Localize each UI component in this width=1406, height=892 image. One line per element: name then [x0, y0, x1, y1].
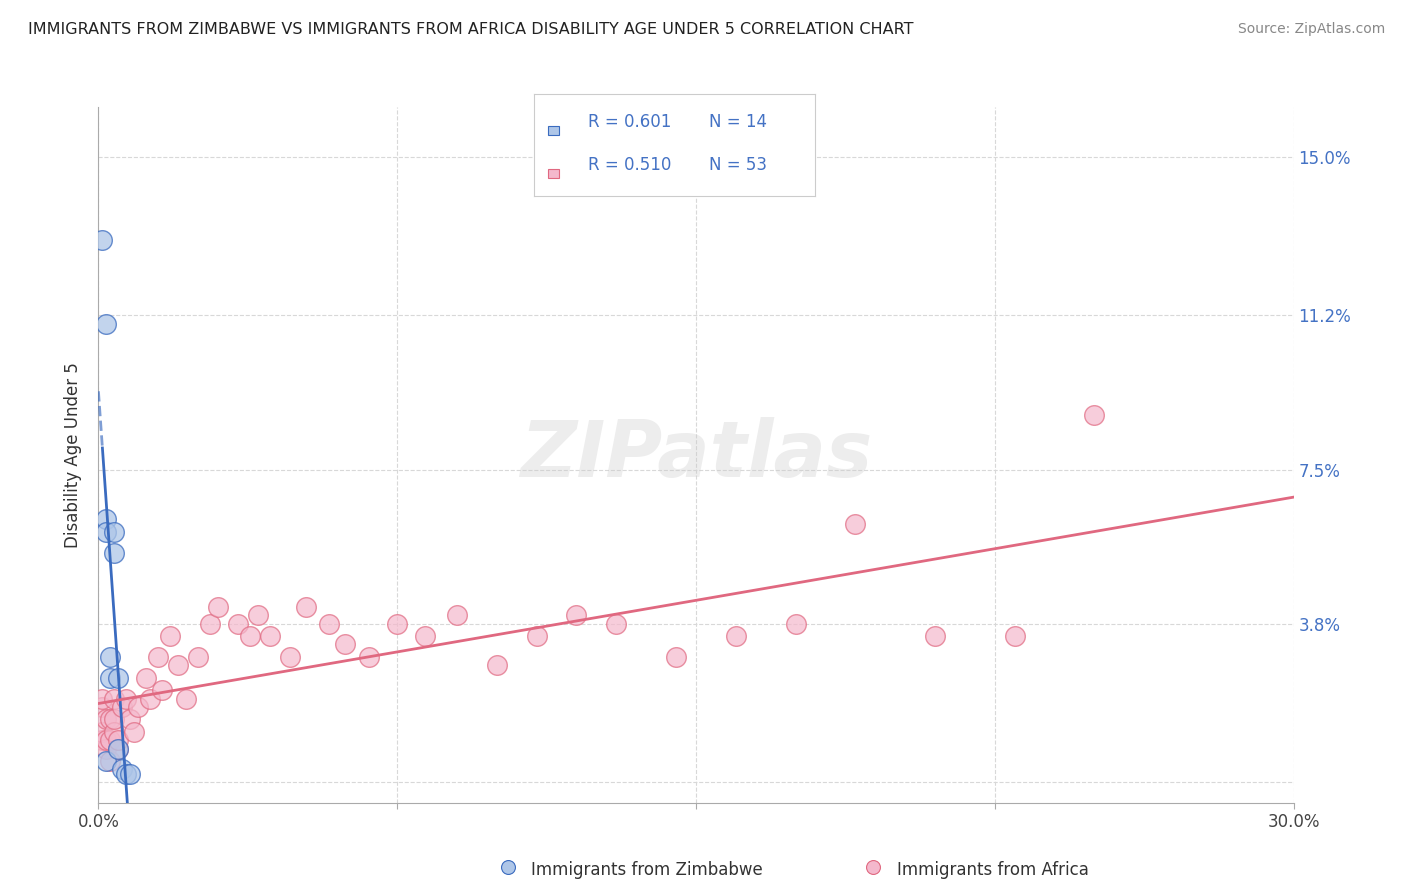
Point: [335, 638, 357, 652]
Point: [844, 516, 866, 531]
Point: [167, 658, 190, 673]
Text: N = 14: N = 14: [709, 112, 766, 130]
Point: [724, 629, 747, 643]
Point: [259, 629, 281, 643]
Point: [111, 700, 134, 714]
Point: [139, 691, 162, 706]
Point: [150, 683, 173, 698]
Point: [96, 741, 118, 756]
Point: [1083, 409, 1105, 423]
Point: [135, 671, 157, 685]
Text: IMMIGRANTS FROM ZIMBABWE VS IMMIGRANTS FROM AFRICA DISABILITY AGE UNDER 5 CORREL: IMMIGRANTS FROM ZIMBABWE VS IMMIGRANTS F…: [28, 22, 914, 37]
Point: [246, 608, 269, 623]
Point: [96, 524, 118, 539]
Point: [107, 671, 129, 685]
Point: [91, 691, 114, 706]
Point: [107, 741, 129, 756]
Point: [207, 599, 229, 614]
Point: [91, 725, 114, 739]
Text: Source: ZipAtlas.com: Source: ZipAtlas.com: [1237, 22, 1385, 37]
Point: [100, 650, 122, 665]
Point: [103, 713, 125, 727]
Text: R = 0.601: R = 0.601: [588, 112, 671, 130]
Point: [96, 733, 118, 747]
Point: [120, 713, 142, 727]
Point: [605, 616, 627, 631]
Point: [485, 658, 508, 673]
Point: [100, 754, 122, 768]
Text: N = 53: N = 53: [709, 156, 766, 174]
Point: [278, 650, 301, 665]
Point: [1004, 629, 1026, 643]
Text: R = 0.510: R = 0.510: [588, 156, 671, 174]
Point: [124, 725, 146, 739]
Point: [862, 860, 884, 874]
Point: [91, 233, 114, 247]
Point: [120, 766, 142, 780]
Point: [318, 616, 340, 631]
Point: [148, 650, 170, 665]
Point: [111, 763, 134, 777]
Point: [103, 546, 125, 560]
Point: [107, 741, 129, 756]
Bar: [548, 169, 560, 178]
Point: [96, 317, 118, 331]
Point: [924, 629, 946, 643]
Point: [115, 691, 138, 706]
Y-axis label: Disability Age Under 5: Disability Age Under 5: [65, 362, 83, 548]
Point: [239, 629, 262, 643]
Point: [100, 671, 122, 685]
Point: [96, 713, 118, 727]
Point: [107, 733, 129, 747]
Point: [115, 766, 138, 780]
Point: [413, 629, 436, 643]
Point: [385, 616, 409, 631]
Point: [103, 725, 125, 739]
Point: [100, 733, 122, 747]
Point: [226, 616, 249, 631]
Point: [91, 733, 114, 747]
Point: [103, 691, 125, 706]
Point: [565, 608, 588, 623]
Point: [359, 650, 381, 665]
Text: ZIPatlas: ZIPatlas: [520, 417, 872, 493]
Point: [526, 629, 548, 643]
Point: [174, 691, 197, 706]
Point: [103, 524, 125, 539]
Point: [496, 860, 519, 874]
Point: [91, 700, 114, 714]
Point: [198, 616, 221, 631]
Point: [294, 599, 316, 614]
Point: [127, 700, 149, 714]
Text: Immigrants from Zimbabwe: Immigrants from Zimbabwe: [531, 861, 763, 879]
Point: [446, 608, 468, 623]
Point: [187, 650, 209, 665]
Point: [100, 713, 122, 727]
Point: [159, 629, 181, 643]
Text: Immigrants from Africa: Immigrants from Africa: [897, 861, 1088, 879]
Point: [665, 650, 688, 665]
Point: [96, 512, 118, 526]
Point: [96, 754, 118, 768]
Point: [785, 616, 807, 631]
Bar: [548, 127, 560, 135]
